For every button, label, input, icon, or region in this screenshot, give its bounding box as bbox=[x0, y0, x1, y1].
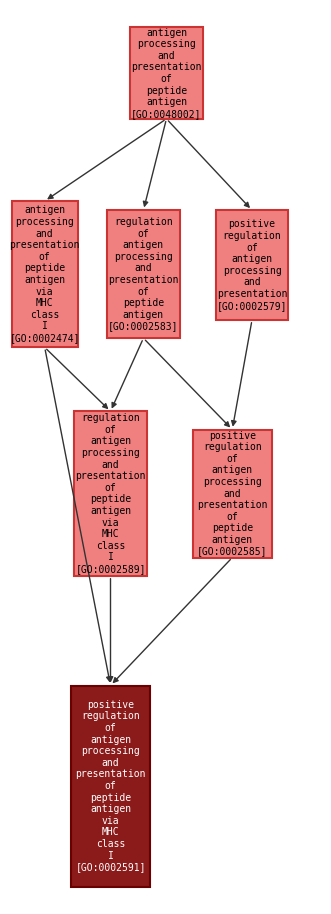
Text: regulation
of
antigen
processing
and
presentation
of
peptide
antigen
[GO:0002583: regulation of antigen processing and pre… bbox=[108, 217, 179, 332]
FancyBboxPatch shape bbox=[130, 27, 203, 119]
FancyBboxPatch shape bbox=[12, 201, 77, 347]
Text: positive
regulation
of
antigen
processing
and
presentation
of
peptide
antigen
[G: positive regulation of antigen processin… bbox=[197, 430, 267, 557]
Text: antigen
processing
and
presentation
of
peptide
antigen
[GO:0048002]: antigen processing and presentation of p… bbox=[131, 27, 202, 119]
Text: positive
regulation
of
antigen
processing
and
presentation
[GO:0002579]: positive regulation of antigen processin… bbox=[217, 219, 287, 311]
FancyBboxPatch shape bbox=[193, 430, 272, 558]
Text: antigen
processing
and
presentation
of
peptide
antigen
via
MHC
class
I
[GO:00024: antigen processing and presentation of p… bbox=[10, 206, 80, 343]
FancyBboxPatch shape bbox=[74, 411, 147, 576]
FancyBboxPatch shape bbox=[107, 210, 180, 338]
FancyBboxPatch shape bbox=[216, 210, 288, 320]
Text: positive
regulation
of
antigen
processing
and
presentation
of
peptide
antigen
vi: positive regulation of antigen processin… bbox=[75, 700, 146, 872]
FancyBboxPatch shape bbox=[71, 686, 150, 887]
Text: regulation
of
antigen
processing
and
presentation
of
peptide
antigen
via
MHC
cla: regulation of antigen processing and pre… bbox=[75, 413, 146, 574]
